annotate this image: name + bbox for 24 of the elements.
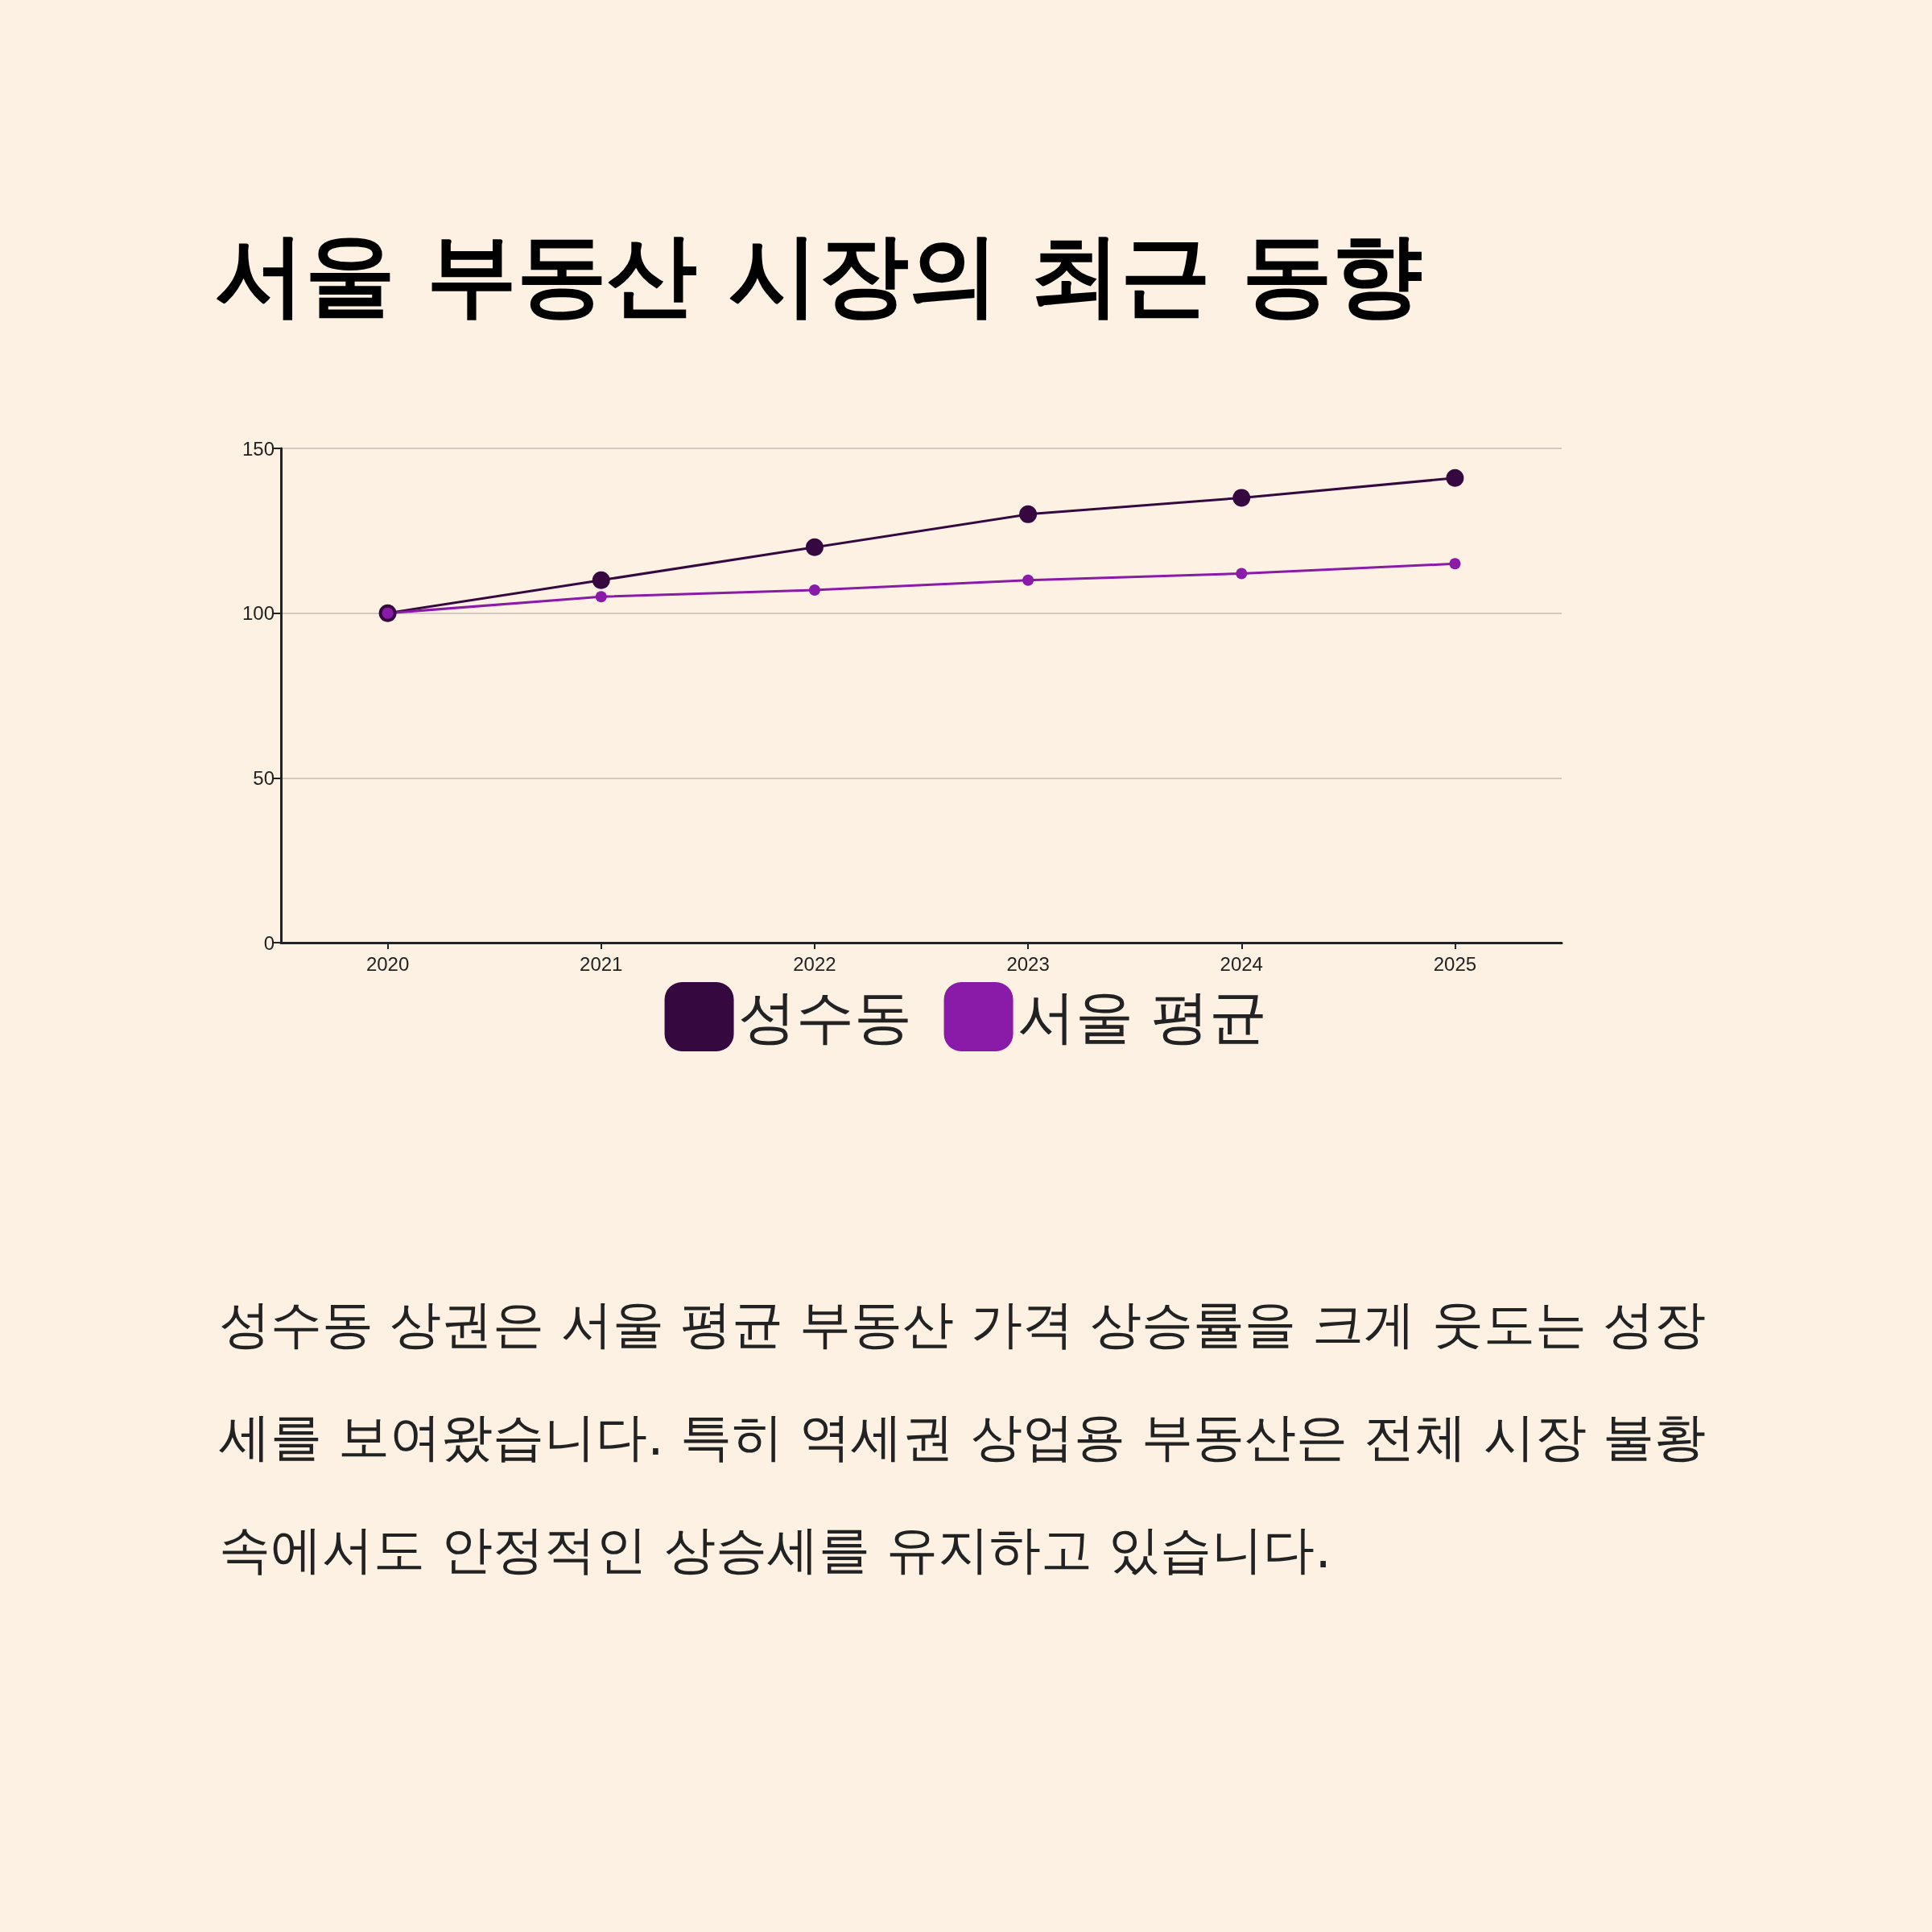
point [1019,505,1038,523]
point [1449,558,1461,570]
x-tick-label: 2022 [793,952,836,975]
x-tick-label: 2025 [1433,952,1477,975]
point [808,584,820,597]
text: 성수동 상권은 서울 평균 부동산 가격 상승률을 크게 웃도는 성장세를 보여왔습니다. 특히 역세권 상업용 부동산은 전체 시장 불황 속에서도 안정적인 상승세를 유지하고 있습니다. [219,1294,1707,1581]
x-tick-label: 2021 [580,952,623,975]
y-tick-label: 150 [242,437,275,460]
point [592,571,610,589]
y-tick-label: 100 [242,602,275,625]
point [805,538,824,556]
legend-label: 서울 평균 [1017,983,1268,1051]
x-tick-label: 2020 [365,952,410,975]
legend-label: 성수동 [737,983,912,1051]
point [1232,489,1251,507]
x-tick-label: 2023 [1006,952,1050,975]
x-tick-label: 2024 [1220,952,1263,975]
point [595,591,607,603]
point [1022,574,1034,586]
y-tick-label: 50 [253,766,275,789]
chart-title: 서울 부동산 시장의 최근 동향 [215,222,1422,327]
point [1446,469,1464,487]
point [1236,568,1248,580]
y-tick-label: 0 [263,931,275,954]
